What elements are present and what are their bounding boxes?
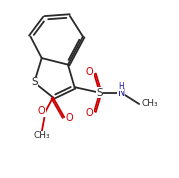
Text: S: S xyxy=(96,88,103,98)
Text: O: O xyxy=(86,108,93,118)
Text: S: S xyxy=(31,77,38,87)
Text: H: H xyxy=(118,82,124,91)
Text: O: O xyxy=(38,106,45,116)
Text: CH₃: CH₃ xyxy=(33,131,50,140)
Text: O: O xyxy=(66,113,73,123)
Text: N: N xyxy=(118,88,125,98)
Text: CH₃: CH₃ xyxy=(141,100,158,108)
Text: O: O xyxy=(86,67,93,77)
